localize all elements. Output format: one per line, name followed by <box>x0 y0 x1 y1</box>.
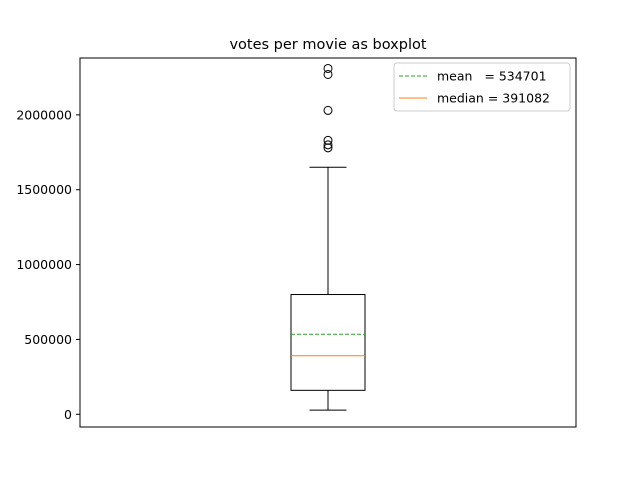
y-tick-label: 1500000 <box>16 182 72 197</box>
y-tick-label: 1000000 <box>16 257 72 272</box>
y-axis: 0 500000 1000000 1500000 2000000 <box>16 107 80 422</box>
legend-median-label: median = 391082 <box>437 91 550 106</box>
y-tick-label: 0 <box>64 407 72 422</box>
y-tick-label: 500000 <box>24 332 72 347</box>
chart-title: votes per movie as boxplot <box>229 37 426 53</box>
legend-box <box>393 62 571 112</box>
outlier-point <box>323 105 333 115</box>
outlier-point <box>323 69 333 79</box>
iqr-box <box>290 294 366 391</box>
y-tick-label: 2000000 <box>16 107 72 122</box>
plot-area <box>290 63 366 411</box>
axes-frame <box>79 57 577 428</box>
outlier-point <box>323 135 333 145</box>
legend-mean-label: mean = 534701 <box>437 69 547 84</box>
legend: mean = 534701 median = 391082 <box>393 62 571 112</box>
outlier-point <box>323 143 333 153</box>
outlier-point <box>323 140 333 150</box>
outlier-point <box>323 63 333 73</box>
